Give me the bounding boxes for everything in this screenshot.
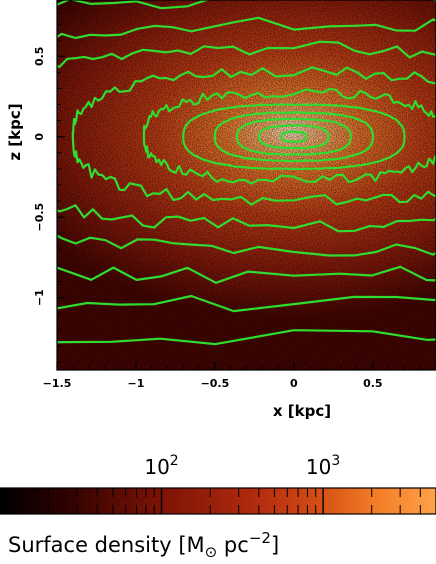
x-tick-label: −1.5 <box>43 377 72 390</box>
colorbar-title-end: ] <box>271 533 279 557</box>
x-tick-label: −1 <box>128 377 145 390</box>
density-grain <box>57 0 436 370</box>
y-tick-label: 0 <box>33 133 46 141</box>
x-tick-label: 0 <box>290 377 298 390</box>
contour-line <box>258 124 330 150</box>
colorbar-title-unit: pc <box>217 533 249 557</box>
colorbar-tick-exponent: 3 <box>331 453 340 469</box>
colorbar-title: Surface density [M⊙ pc−2] <box>8 529 279 561</box>
x-axis-title: x [kpc] <box>273 402 331 420</box>
x-axis: −1.5 −1 −0.5 0 0.5 <box>43 362 421 390</box>
colorbar-strip <box>0 488 436 514</box>
y-tick-label: −0.5 <box>33 203 46 232</box>
x-tick-label: −0.5 <box>201 377 230 390</box>
colorbar-ticks <box>0 488 436 514</box>
contour-layer <box>57 0 436 346</box>
y-tick-label: −1 <box>33 289 46 306</box>
contour-line <box>280 130 308 143</box>
y-axis-title: z [kpc] <box>6 103 24 160</box>
x-tick-label: 0.5 <box>363 377 383 390</box>
colorbar-title-exponent: −2 <box>249 529 271 547</box>
contour-line <box>213 111 374 163</box>
contour-line <box>235 117 352 156</box>
contour-line <box>142 87 436 185</box>
colorbar-tick-label: 103 <box>306 453 340 479</box>
colorbar-title-main: Surface density [M <box>8 533 205 557</box>
y-axis: −1 −0.5 0 0.5 <box>33 7 65 363</box>
colorbar-frame <box>0 487 436 515</box>
density-map <box>57 0 436 370</box>
colorbar-tick-exponent: 2 <box>170 453 179 469</box>
y-tick-label: 0.5 <box>33 47 46 67</box>
colorbar: 102 103 Surface density [M⊙ pc−2] <box>0 453 436 561</box>
colorbar-title-sun-symbol: ⊙ <box>205 543 218 561</box>
colorbar-tick-label: 102 <box>144 453 178 479</box>
contour-line <box>71 66 436 206</box>
colorbar-tick-labels: 102 103 <box>144 453 340 479</box>
contour-line <box>182 103 406 171</box>
colorbar-tick-base: 10 <box>306 455 331 479</box>
colorbar-tick-base: 10 <box>144 455 169 479</box>
